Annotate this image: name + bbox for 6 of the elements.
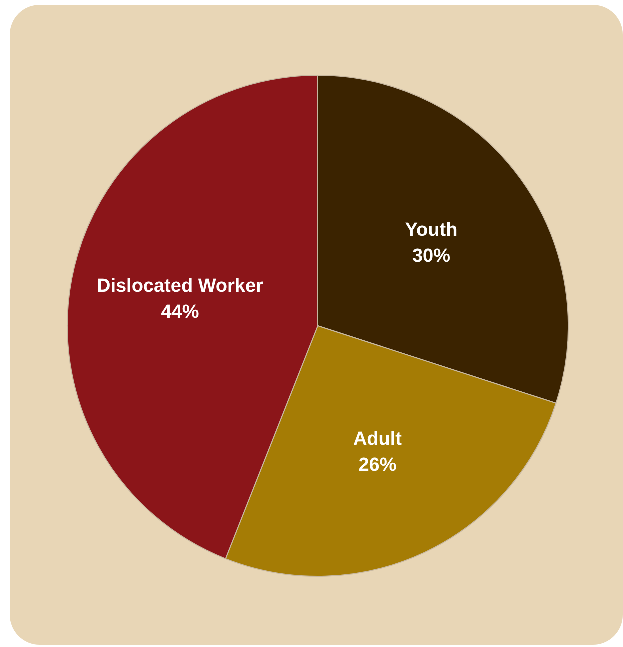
data-label: 30% (412, 246, 451, 267)
slice-label: Dislocated Worker (96, 276, 264, 297)
data-label: 44% (161, 302, 200, 323)
data-label: 26% (358, 455, 397, 476)
slice-label: Youth (405, 220, 458, 241)
slice-label: Adult (353, 429, 403, 450)
